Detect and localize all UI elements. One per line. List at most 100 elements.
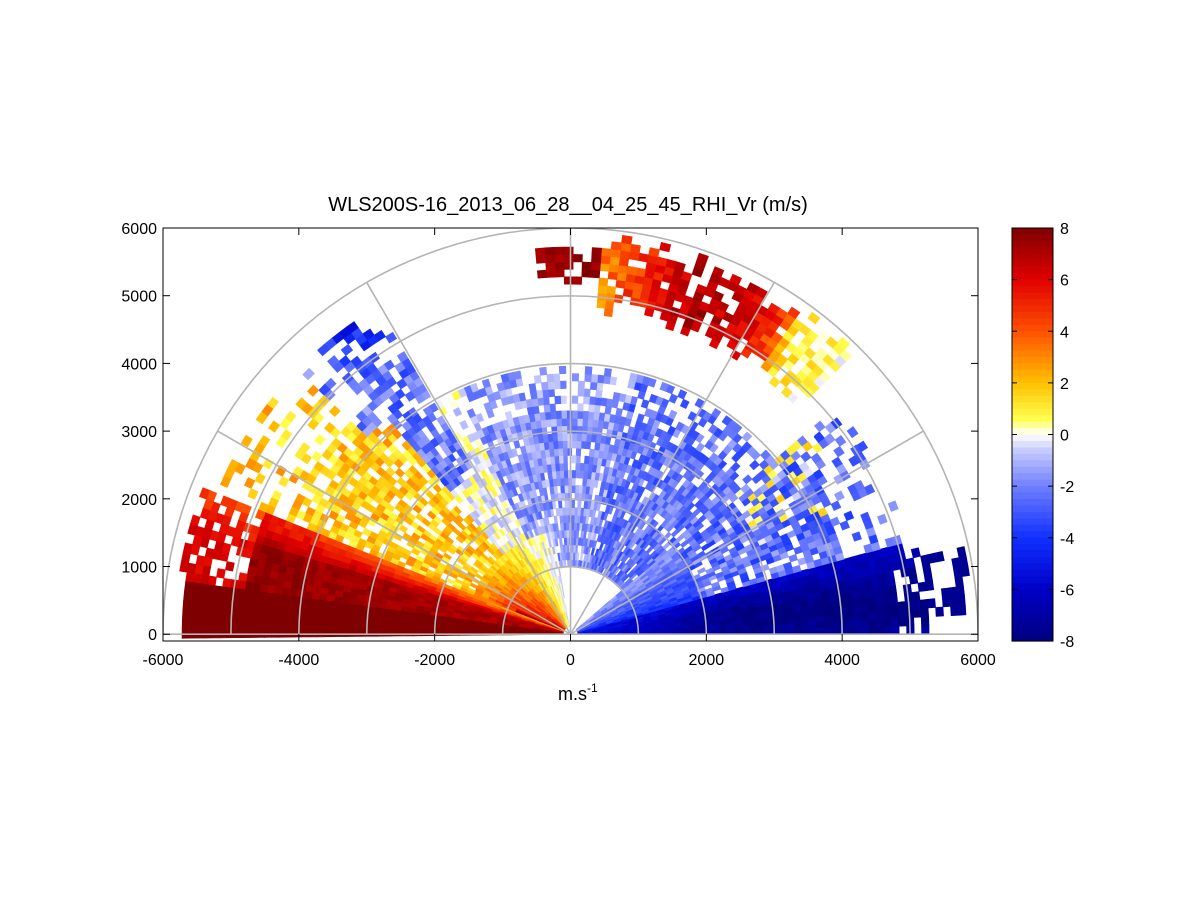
velocity-cell xyxy=(563,246,574,255)
velocity-cell xyxy=(571,425,578,434)
velocity-cell xyxy=(905,557,916,569)
velocity-cell xyxy=(887,500,899,512)
velocity-cell xyxy=(801,616,810,624)
colorbar-swatch xyxy=(1012,505,1053,513)
velocity-cell xyxy=(197,601,207,612)
colorbar-swatch xyxy=(1012,421,1053,429)
velocity-cell xyxy=(948,586,958,598)
velocity-cell xyxy=(301,617,310,625)
velocity-cell xyxy=(711,626,721,632)
velocity-cell xyxy=(868,611,877,621)
velocity-cell xyxy=(353,615,363,622)
velocity-cell xyxy=(198,583,209,594)
velocity-cell xyxy=(550,418,557,427)
velocity-cell xyxy=(420,628,430,633)
velocity-cell xyxy=(553,246,565,256)
colorbar-swatch xyxy=(1012,260,1053,268)
velocity-cell xyxy=(383,617,393,624)
colorbar-swatch xyxy=(1012,531,1053,539)
velocity-cell xyxy=(225,561,235,572)
colorbar-swatch xyxy=(1012,318,1053,326)
colorbar-swatch xyxy=(1012,228,1053,236)
velocity-cell xyxy=(547,471,553,480)
colorbar-swatch xyxy=(1012,402,1053,410)
colorbar-swatch xyxy=(1012,440,1053,449)
velocity-cell xyxy=(338,625,347,632)
velocity-cell xyxy=(853,619,863,628)
velocity-cell xyxy=(308,623,318,632)
velocity-cell xyxy=(606,285,617,295)
velocity-cell xyxy=(891,625,900,635)
velocity-cell xyxy=(241,621,250,631)
velocity-cell xyxy=(271,615,281,624)
velocity-cell xyxy=(808,621,818,629)
velocity-cell xyxy=(802,430,815,442)
velocity-cell xyxy=(917,581,927,592)
velocity-cell xyxy=(287,602,297,611)
velocity-cell xyxy=(865,589,875,599)
velocity-cell xyxy=(597,284,608,294)
colorbar-swatch xyxy=(1012,408,1053,416)
velocity-cell xyxy=(206,584,216,595)
velocity-cell xyxy=(868,626,878,635)
velocity-cell xyxy=(846,620,855,628)
colorbar-swatch xyxy=(1012,382,1053,390)
colorbar-swatch xyxy=(1012,615,1053,623)
velocity-cell xyxy=(561,417,568,427)
velocity-cell xyxy=(817,329,831,343)
velocity-cell xyxy=(577,403,584,412)
colorbar-swatch xyxy=(1012,273,1053,281)
velocity-cell xyxy=(361,610,371,618)
velocity-cell xyxy=(844,599,854,608)
velocity-cell xyxy=(594,441,601,451)
velocity-cell xyxy=(919,598,929,609)
velocity-cell xyxy=(243,589,253,599)
velocity-cell xyxy=(816,615,825,623)
velocity-cell xyxy=(860,511,871,523)
velocity-cell xyxy=(868,618,878,628)
colorbar-swatch xyxy=(1012,595,1053,603)
colorbar-tick-label: -2 xyxy=(1060,479,1074,496)
velocity-cell xyxy=(800,610,810,618)
velocity-cell xyxy=(801,628,810,635)
x-axis-label-base: m.s xyxy=(558,684,587,704)
velocity-cell xyxy=(863,483,876,496)
velocity-cell xyxy=(219,611,228,622)
velocity-cell xyxy=(219,603,229,614)
velocity-cell xyxy=(265,592,275,602)
velocity-cell xyxy=(591,254,602,264)
velocity-cell xyxy=(920,616,930,627)
velocity-cell xyxy=(570,522,575,531)
velocity-cell xyxy=(272,600,282,610)
velocity-cell xyxy=(271,622,280,631)
y-tick-label: 3000 xyxy=(121,424,157,441)
velocity-cell xyxy=(935,606,944,617)
velocity-cell xyxy=(852,605,862,614)
velocity-cell xyxy=(541,389,550,398)
colorbar-swatch xyxy=(1012,621,1053,629)
velocity-cell xyxy=(908,574,919,585)
velocity-cell xyxy=(771,623,780,630)
velocity-cell xyxy=(957,604,967,616)
velocity-cell xyxy=(778,618,788,625)
y-tick-label: 1000 xyxy=(121,560,157,577)
velocity-cell xyxy=(831,627,840,635)
velocity-cell xyxy=(830,614,840,622)
velocity-cell xyxy=(843,510,855,522)
velocity-cell xyxy=(575,447,582,457)
colorbar-swatch xyxy=(1012,311,1053,319)
velocity-cell xyxy=(955,585,965,597)
velocity-cell xyxy=(860,612,870,621)
velocity-cell xyxy=(838,620,848,629)
velocity-cell xyxy=(353,625,362,632)
velocity-cell xyxy=(586,426,593,435)
velocity-cell xyxy=(851,531,862,542)
velocity-cell xyxy=(609,256,620,266)
velocity-cell xyxy=(807,311,821,325)
velocity-cell xyxy=(234,612,243,623)
velocity-cell xyxy=(317,599,327,608)
velocity-cell xyxy=(595,389,603,399)
velocity-cell xyxy=(310,598,320,607)
velocity-cell xyxy=(571,395,579,404)
velocity-cell xyxy=(687,411,698,422)
